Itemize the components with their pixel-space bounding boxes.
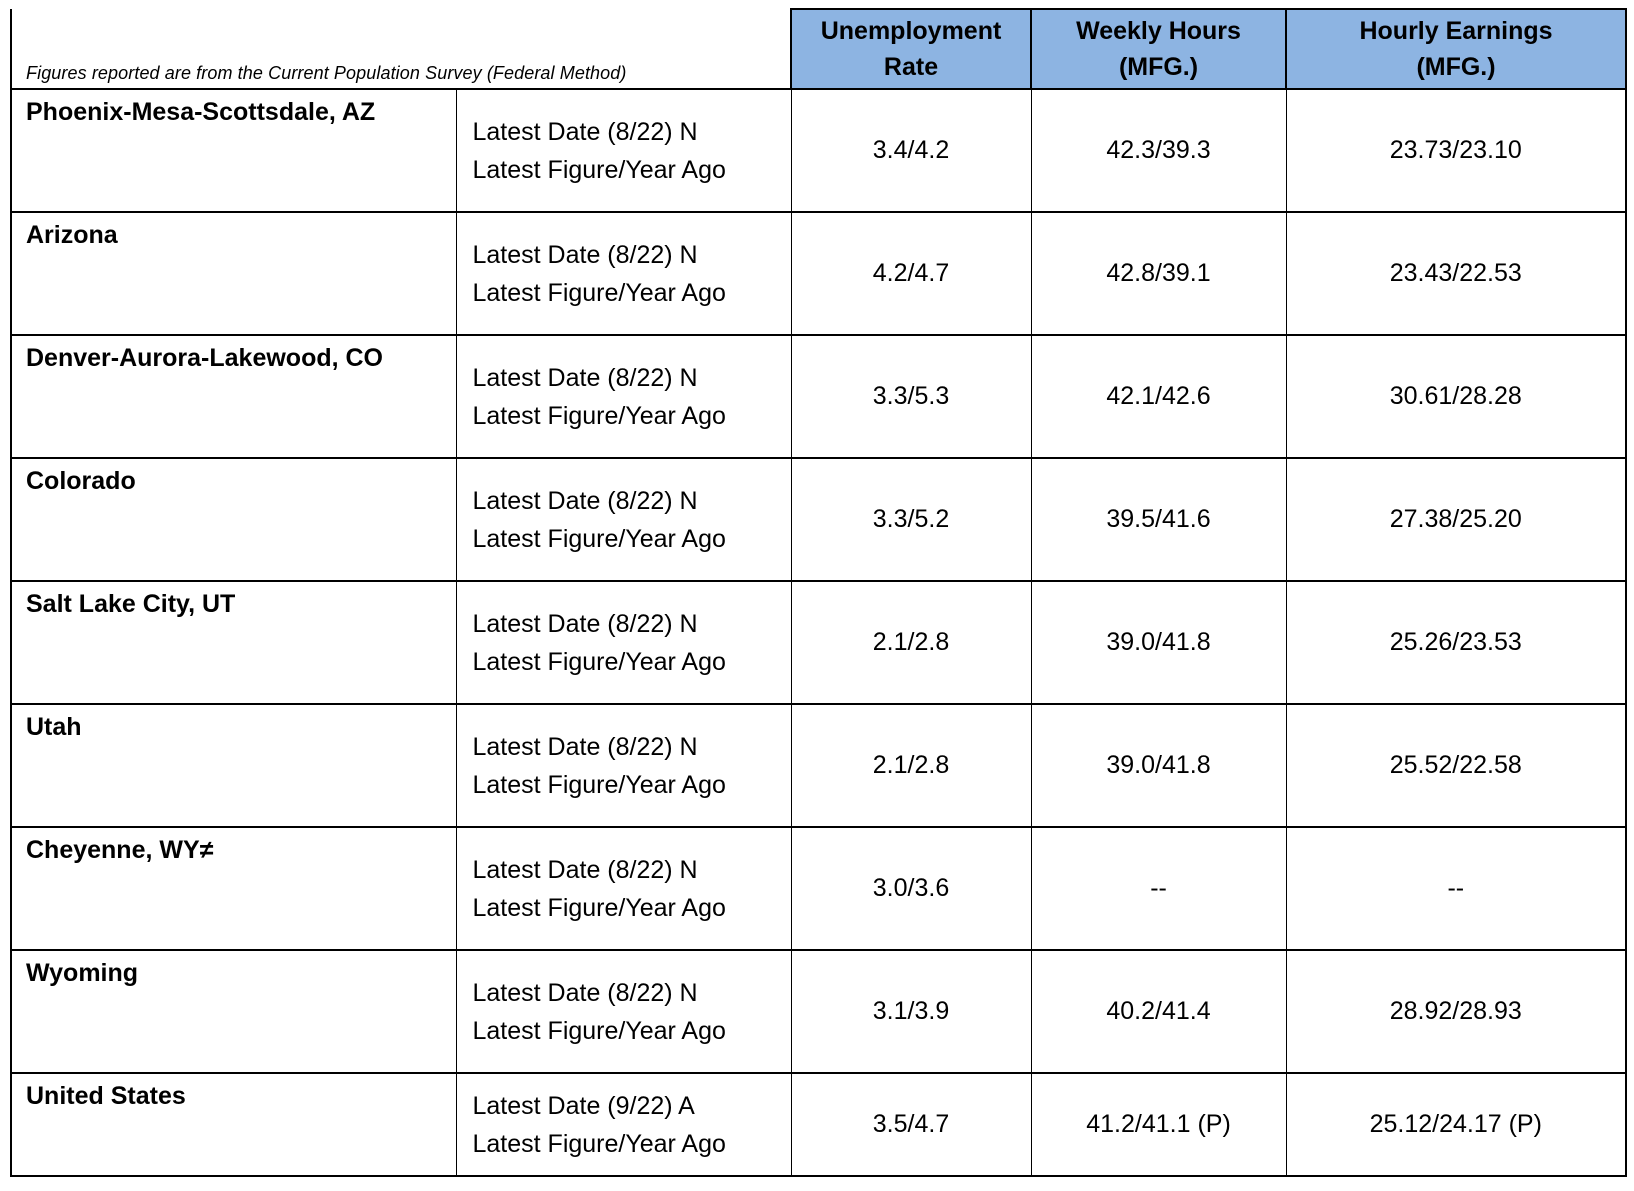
latest-date-line: Latest Date (9/22) A (472, 1091, 695, 1120)
unemployment-rate-value: 3.1/3.9 (790, 949, 1032, 1074)
caption-cell: Figures reported are from the Current Po… (9, 9, 792, 89)
latest-date-line: Latest Date (8/22) N (472, 117, 698, 146)
header-line: Rate (883, 53, 939, 81)
weekly-hours-value: 39.0/41.8 (1030, 703, 1287, 828)
column-header-hourly-earnings: Hourly Earnings (MFG.) (1285, 8, 1628, 90)
hourly-earnings-value: 25.52/22.58 (1285, 703, 1628, 828)
region-name: Cheyenne, WY≠ (10, 826, 457, 951)
table-row: Colorado Latest Date (8/22) N Latest Fig… (10, 457, 1628, 582)
table-row: Utah Latest Date (8/22) N Latest Figure/… (10, 703, 1628, 828)
hourly-earnings-value: 27.38/25.20 (1285, 457, 1628, 582)
region-name: Colorado (10, 457, 457, 582)
weekly-hours-value: 42.8/39.1 (1030, 211, 1287, 336)
latest-date-line: Latest Date (8/22) N (472, 486, 698, 515)
region-name: Denver-Aurora-Lakewood, CO (10, 334, 457, 459)
latest-date-line: Latest Date (8/22) N (472, 363, 698, 392)
latest-date-line: Latest Date (8/22) N (472, 732, 698, 761)
row-descriptor: Latest Date (9/22) A Latest Figure/Year … (455, 1072, 792, 1177)
table-row: Cheyenne, WY≠ Latest Date (8/22) N Lates… (10, 826, 1628, 951)
latest-figure-line: Latest Figure/Year Ago (472, 278, 726, 307)
table-row: United States Latest Date (9/22) A Lates… (10, 1072, 1628, 1177)
latest-figure-line: Latest Figure/Year Ago (472, 524, 726, 553)
region-name: Salt Lake City, UT (10, 580, 457, 705)
hourly-earnings-value: 25.12/24.17 (P) (1285, 1072, 1628, 1177)
unemployment-rate-value: 2.1/2.8 (790, 703, 1032, 828)
weekly-hours-value: 39.5/41.6 (1030, 457, 1287, 582)
latest-date-line: Latest Date (8/22) N (472, 855, 698, 884)
header-line: Hourly Earnings (1359, 17, 1553, 45)
row-descriptor: Latest Date (8/22) N Latest Figure/Year … (455, 826, 792, 951)
unemployment-rate-value: 3.5/4.7 (790, 1072, 1032, 1177)
latest-figure-line: Latest Figure/Year Ago (472, 647, 726, 676)
unemployment-rate-value: 3.3/5.2 (790, 457, 1032, 582)
header-line: (MFG.) (1118, 53, 1199, 81)
hourly-earnings-value: 30.61/28.28 (1285, 334, 1628, 459)
region-name: Arizona (10, 211, 457, 336)
weekly-hours-value: 42.3/39.3 (1030, 88, 1287, 213)
row-descriptor: Latest Date (8/22) N Latest Figure/Year … (455, 580, 792, 705)
header-line: (MFG.) (1416, 53, 1496, 81)
latest-figure-line: Latest Figure/Year Ago (472, 1129, 726, 1158)
latest-figure-line: Latest Figure/Year Ago (472, 155, 726, 184)
labor-statistics-table: Figures reported are from the Current Po… (9, 8, 1628, 1177)
table-row: Phoenix-Mesa-Scottsdale, AZ Latest Date … (10, 88, 1628, 213)
weekly-hours-value: 39.0/41.8 (1030, 580, 1287, 705)
header-line: Unemployment (820, 17, 1002, 45)
weekly-hours-value: 41.2/41.1 (P) (1030, 1072, 1287, 1177)
table-row: Wyoming Latest Date (8/22) N Latest Figu… (10, 949, 1628, 1074)
latest-figure-line: Latest Figure/Year Ago (472, 401, 726, 430)
header-line: Weekly Hours (1076, 17, 1241, 45)
table-row: Denver-Aurora-Lakewood, CO Latest Date (… (10, 334, 1628, 459)
latest-figure-line: Latest Figure/Year Ago (472, 1016, 726, 1045)
region-name: Utah (10, 703, 457, 828)
row-descriptor: Latest Date (8/22) N Latest Figure/Year … (455, 334, 792, 459)
hourly-earnings-value: 23.43/22.53 (1285, 211, 1628, 336)
table-row: Arizona Latest Date (8/22) N Latest Figu… (10, 211, 1628, 336)
hourly-earnings-value: 23.73/23.10 (1285, 88, 1628, 213)
latest-figure-line: Latest Figure/Year Ago (472, 770, 726, 799)
source-caption: Figures reported are from the Current Po… (26, 63, 627, 83)
weekly-hours-value: 42.1/42.6 (1030, 334, 1287, 459)
latest-date-line: Latest Date (8/22) N (472, 978, 698, 1007)
row-descriptor: Latest Date (8/22) N Latest Figure/Year … (455, 457, 792, 582)
region-name: Phoenix-Mesa-Scottsdale, AZ (10, 88, 457, 213)
unemployment-rate-value: 2.1/2.8 (790, 580, 1032, 705)
latest-figure-line: Latest Figure/Year Ago (472, 893, 726, 922)
column-header-weekly-hours: Weekly Hours (MFG.) (1030, 8, 1288, 90)
latest-date-line: Latest Date (8/22) N (472, 609, 698, 638)
row-descriptor: Latest Date (8/22) N Latest Figure/Year … (455, 88, 792, 213)
weekly-hours-value: -- (1030, 826, 1287, 951)
region-name: United States (10, 1072, 457, 1177)
row-descriptor: Latest Date (8/22) N Latest Figure/Year … (455, 211, 792, 336)
column-header-unemployment-rate: Unemployment Rate (790, 8, 1033, 90)
unemployment-rate-value: 3.4/4.2 (790, 88, 1032, 213)
header-row: Figures reported are from the Current Po… (9, 8, 1628, 90)
unemployment-rate-value: 3.0/3.6 (790, 826, 1032, 951)
hourly-earnings-value: 25.26/23.53 (1285, 580, 1628, 705)
region-name: Wyoming (10, 949, 457, 1074)
hourly-earnings-value: 28.92/28.93 (1285, 949, 1628, 1074)
unemployment-rate-value: 3.3/5.3 (790, 334, 1032, 459)
unemployment-rate-value: 4.2/4.7 (790, 211, 1032, 336)
latest-date-line: Latest Date (8/22) N (472, 240, 698, 269)
table-row: Salt Lake City, UT Latest Date (8/22) N … (10, 580, 1628, 705)
weekly-hours-value: 40.2/41.4 (1030, 949, 1287, 1074)
row-descriptor: Latest Date (8/22) N Latest Figure/Year … (455, 949, 792, 1074)
row-descriptor: Latest Date (8/22) N Latest Figure/Year … (455, 703, 792, 828)
hourly-earnings-value: -- (1285, 826, 1628, 951)
